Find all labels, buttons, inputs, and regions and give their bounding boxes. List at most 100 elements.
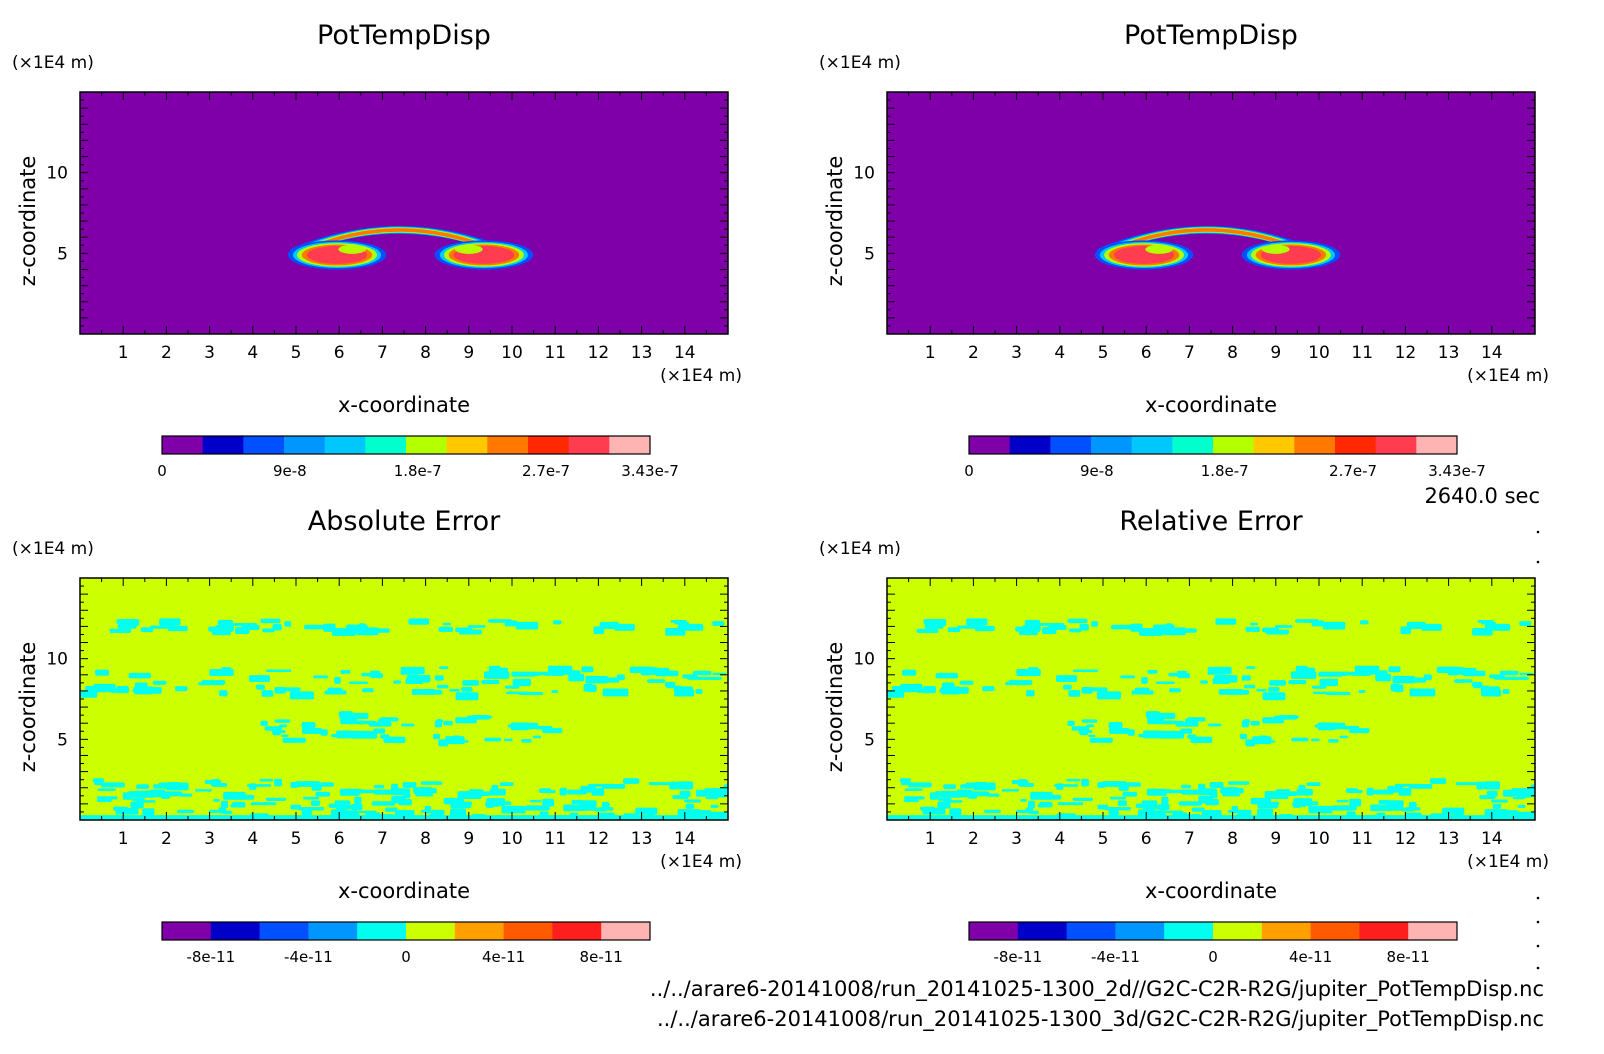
error-blob xyxy=(943,800,963,803)
error-blob xyxy=(264,726,283,731)
error-blob xyxy=(336,730,355,739)
error-blob xyxy=(1020,798,1027,802)
error-blob xyxy=(1191,807,1205,812)
error-blob xyxy=(352,720,377,725)
colorbar-tick-label: 4e-11 xyxy=(1289,948,1332,966)
x-tick-label: 10 xyxy=(501,829,523,849)
error-blob xyxy=(1290,671,1317,679)
error-blob xyxy=(614,623,635,631)
error-blob xyxy=(1117,800,1128,806)
error-blob xyxy=(1256,689,1267,692)
error-blob xyxy=(346,624,368,630)
error-blob xyxy=(902,669,917,676)
error-blob xyxy=(282,737,306,743)
error-blob xyxy=(1091,621,1099,627)
error-blob xyxy=(212,627,231,636)
x-tick-label: 1 xyxy=(925,829,936,849)
colorbar-tick-label: 1.8e-7 xyxy=(394,462,442,480)
colorbar-swatch xyxy=(1131,436,1173,454)
heatmap-field xyxy=(80,578,728,820)
error-blob xyxy=(1519,621,1532,626)
error-blob xyxy=(272,731,282,736)
error-blob xyxy=(1325,691,1351,696)
colorbar: 0 9e-8 1.8e-7 2.7e-7 3.43e-7 xyxy=(157,435,679,480)
x-tick-label: 2 xyxy=(161,343,172,363)
error-blob xyxy=(260,618,281,624)
error-blob xyxy=(109,688,123,693)
error-blob xyxy=(457,791,482,799)
colorbar-swatch xyxy=(243,436,285,454)
error-blob xyxy=(1245,666,1256,669)
error-blob xyxy=(1111,624,1137,630)
y-unit-label: (×1E4 m) xyxy=(819,539,901,559)
error-blob xyxy=(1067,618,1088,624)
x-tick-label: 14 xyxy=(674,343,696,363)
error-blob xyxy=(256,684,265,690)
colorbar-swatch xyxy=(1164,922,1214,940)
error-blob xyxy=(315,791,331,797)
error-blob xyxy=(210,779,221,787)
error-blob xyxy=(602,688,629,697)
error-blob xyxy=(708,793,727,798)
error-blob xyxy=(95,669,110,676)
x-axis-label: x-coordinate xyxy=(338,879,470,903)
colorbar-swatch xyxy=(324,436,366,454)
error-blob xyxy=(400,671,419,675)
error-blob xyxy=(1274,625,1293,628)
file-path-2: ../../arare6-20141008/run_20141025-1300_… xyxy=(657,1007,1544,1032)
error-blob xyxy=(311,785,322,791)
error-blob xyxy=(1530,790,1535,797)
error-blob xyxy=(646,679,666,683)
colorbar: -8e-11 -4e-11 0 4e-11 8e-11 xyxy=(968,921,1458,966)
error-blob xyxy=(982,686,995,692)
error-blob xyxy=(581,666,594,673)
error-blob xyxy=(1108,809,1119,816)
error-blob xyxy=(413,787,437,794)
x-tick-label: 11 xyxy=(1351,829,1373,849)
error-blob xyxy=(503,738,513,742)
chart-panel-1: PotTempDisp(×1E4 m)1 2 3 4 5 6 7 8 9 10 11 12 13 1451… xyxy=(12,20,742,480)
error-blob xyxy=(445,736,465,745)
y-unit-label: (×1E4 m) xyxy=(819,53,901,73)
y-axis-label: z-coordinate xyxy=(823,642,847,773)
error-blob xyxy=(1215,618,1237,625)
colorbar-frame xyxy=(161,435,651,455)
error-blob xyxy=(455,717,477,724)
error-blob xyxy=(512,678,531,687)
error-blob xyxy=(904,788,923,792)
error-blob xyxy=(1056,675,1078,683)
error-blob xyxy=(1293,798,1313,806)
error-blob xyxy=(622,778,640,784)
error-blob xyxy=(334,676,341,684)
error-blob xyxy=(101,782,125,788)
error-blob xyxy=(1056,783,1064,790)
colorbar: 0 9e-8 1.8e-7 2.7e-7 3.43e-7 xyxy=(964,435,1486,480)
error-blob xyxy=(152,680,167,685)
error-blob xyxy=(1242,719,1250,724)
error-blob xyxy=(946,687,969,694)
error-blob xyxy=(1262,717,1284,724)
background-field xyxy=(80,578,728,820)
error-blob xyxy=(940,790,962,798)
heatmap-field xyxy=(887,578,1535,820)
error-blob xyxy=(1263,810,1271,813)
error-blob xyxy=(692,670,712,676)
y-axis-label: z-coordinate xyxy=(16,156,40,287)
error-blob xyxy=(1442,807,1465,815)
x-tick-label: 9 xyxy=(463,829,474,849)
error-blob xyxy=(1322,621,1346,630)
error-blob xyxy=(1079,623,1089,631)
error-blob xyxy=(402,792,411,799)
y-tick-label: 10 xyxy=(853,650,875,670)
error-blob xyxy=(1375,673,1392,682)
error-blob xyxy=(232,801,246,808)
x-tick-label: 12 xyxy=(588,343,610,363)
error-blob xyxy=(1288,680,1307,685)
error-blob xyxy=(1208,723,1222,727)
x-tick-label: 5 xyxy=(1098,343,1109,363)
margin-dot xyxy=(1536,560,1540,564)
error-blob xyxy=(1269,680,1287,686)
colorbar-swatch xyxy=(1294,436,1336,454)
y-axis-label: z-coordinate xyxy=(16,642,40,773)
error-blob xyxy=(449,689,460,692)
